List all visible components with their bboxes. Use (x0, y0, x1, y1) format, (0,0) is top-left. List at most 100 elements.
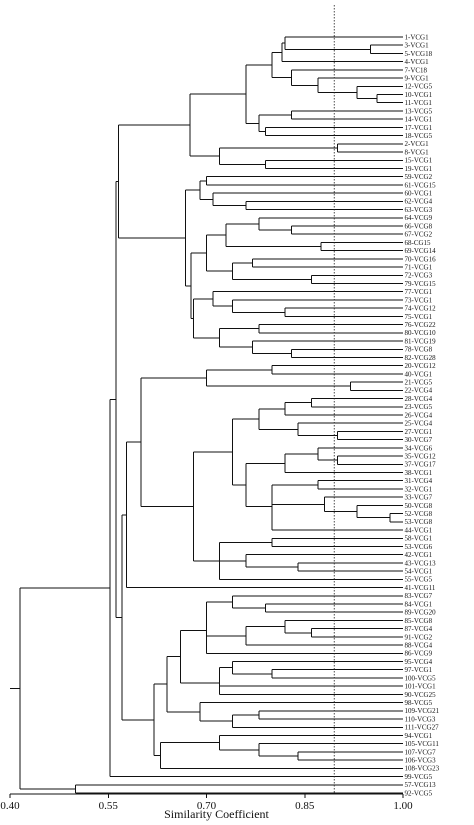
leaf-labels: 1-VCG13-VCG15-VCG184-VCG17-VC189-VCG112-… (405, 33, 440, 797)
leaf-label: 82-VCG28 (405, 354, 437, 362)
leaf-label: 26-VCG4 (405, 411, 433, 419)
leaf-label: 97-VCG1 (405, 666, 433, 674)
dendrogram-branches (10, 36, 403, 794)
leaf-label: 110-VCG3 (405, 715, 436, 723)
leaf-label: 18-VCG5 (405, 132, 433, 140)
leaf-label: 38-VCG1 (405, 469, 433, 477)
leaf-label: 66-VCG8 (405, 222, 433, 230)
leaf-label: 9-VCG1 (405, 74, 430, 82)
leaf-label: 74-VCG12 (405, 305, 437, 313)
leaf-label: 41-VCG11 (405, 584, 436, 592)
leaf-label: 109-VCG21 (405, 707, 440, 715)
leaf-label: 50-VCG8 (405, 502, 433, 510)
leaf-label: 14-VCG1 (405, 116, 433, 124)
leaf-label: 27-VCG1 (405, 428, 433, 436)
leaf-label: 33-VCG7 (405, 494, 433, 502)
leaf-label: 57-VCG13 (405, 781, 437, 789)
leaf-label: 76-VCG22 (405, 321, 437, 329)
leaf-label: 25-VCG4 (405, 420, 433, 428)
x-axis-tick-label: 0.70 (197, 800, 217, 812)
leaf-label: 53-VCG6 (405, 543, 433, 551)
leaf-label: 11-VCG1 (405, 99, 433, 107)
leaf-label: 8-VCG1 (405, 148, 430, 156)
leaf-label: 61-VCG15 (405, 181, 437, 189)
leaf-label: 32-VCG1 (405, 485, 433, 493)
leaf-label: 37-VCG17 (405, 461, 437, 469)
leaf-label: 31-VCG4 (405, 477, 433, 485)
leaf-label: 95-VCG4 (405, 658, 433, 666)
leaf-label: 35-VCG12 (405, 452, 437, 460)
leaf-label: 88-VCG4 (405, 641, 433, 649)
leaf-label: 68-CG15 (405, 239, 432, 247)
leaf-label: 75-VCG1 (405, 313, 433, 321)
leaf-label: 67-VCG2 (405, 231, 433, 239)
leaf-label: 55-VCG5 (405, 576, 433, 584)
leaf-label: 3-VCG1 (405, 42, 430, 50)
x-axis-tick-label: 1.00 (393, 800, 413, 812)
leaf-label: 100-VCG5 (405, 674, 437, 682)
leaf-label: 79-VCG15 (405, 280, 437, 288)
leaf-label: 72-VCG3 (405, 272, 433, 280)
leaf-label: 64-VCG9 (405, 214, 433, 222)
leaf-label: 94-VCG1 (405, 732, 433, 740)
leaf-label: 99-VCG5 (405, 773, 433, 781)
leaf-label: 17-VCG1 (405, 124, 433, 132)
x-axis-tick-label: 0.85 (295, 800, 315, 812)
leaf-label: 43-VCG13 (405, 559, 437, 567)
leaf-label: 40-VCG1 (405, 370, 433, 378)
leaf-label: 71-VCG1 (405, 263, 433, 271)
leaf-label: 60-VCG1 (405, 190, 433, 198)
leaf-label: 90-VCG25 (405, 691, 437, 699)
leaf-label: 7-VC18 (405, 66, 428, 74)
leaf-label: 54-VCG1 (405, 568, 433, 576)
leaf-label: 5-VCG18 (405, 50, 433, 58)
leaf-label: 87-VCG4 (405, 625, 433, 633)
leaf-label: 30-VCG7 (405, 436, 433, 444)
leaf-label: 63-VCG3 (405, 206, 433, 214)
leaf-label: 53-VCG8 (405, 518, 433, 526)
leaf-label: 73-VCG1 (405, 296, 433, 304)
leaf-label: 62-VCG4 (405, 198, 433, 206)
leaf-label: 28-VCG4 (405, 395, 433, 403)
leaf-label: 23-VCG5 (405, 403, 433, 411)
x-axis: 0.40 0.55 0.70 0.85 1.00 (0, 793, 413, 812)
leaf-label: 13-VCG5 (405, 107, 433, 115)
leaf-label: 42-VCG1 (405, 551, 433, 559)
leaf-label: 4-VCG1 (405, 58, 430, 66)
leaf-label: 106-VCG3 (405, 757, 437, 765)
x-axis-tick-label: 0.40 (0, 800, 20, 812)
leaf-label: 85-VCG8 (405, 617, 433, 625)
leaf-label: 83-VCG7 (405, 592, 433, 600)
leaf-label: 10-VCG1 (405, 91, 433, 99)
leaf-label: 89-VCG20 (405, 609, 437, 617)
leaf-label: 2-VCG1 (405, 140, 430, 148)
leaf-label: 81-VCG19 (405, 337, 437, 345)
leaf-label: 101-VCG1 (405, 683, 437, 691)
leaf-label: 91-VCG2 (405, 633, 433, 641)
x-axis-title: Similarity Coefficient (164, 807, 269, 821)
leaf-label: 58-VCG1 (405, 535, 433, 543)
leaf-label: 12-VCG5 (405, 83, 433, 91)
leaf-label: 1-VCG1 (405, 33, 430, 41)
leaf-label: 59-VCG2 (405, 173, 433, 181)
leaf-label: 21-VCG5 (405, 379, 433, 387)
leaf-label: 69-VCG14 (405, 247, 437, 255)
leaf-label: 86-VCG9 (405, 650, 433, 658)
leaf-label: 77-VCG1 (405, 288, 433, 296)
leaf-label: 34-VCG6 (405, 444, 433, 452)
leaf-label: 15-VCG1 (405, 157, 433, 165)
leaf-label: 98-VCG5 (405, 699, 433, 707)
x-axis-ticks: 0.40 0.55 0.70 0.85 1.00 (0, 794, 413, 812)
leaf-label: 20-VCG12 (405, 362, 437, 370)
leaf-label: 92-VCG5 (405, 789, 433, 797)
leaf-label: 111-VCG27 (405, 724, 440, 732)
leaf-label: 108-VCG23 (405, 765, 440, 773)
x-axis-tick-label: 0.55 (99, 800, 119, 812)
leaf-label: 84-VCG1 (405, 600, 433, 608)
leaf-label: 107-VCG7 (405, 748, 437, 756)
leaf-label: 52-VCG8 (405, 510, 433, 518)
leaf-label: 70-VCG16 (405, 255, 437, 263)
leaf-label: 19-VCG1 (405, 165, 433, 173)
leaf-label: 78-VCG8 (405, 346, 433, 354)
